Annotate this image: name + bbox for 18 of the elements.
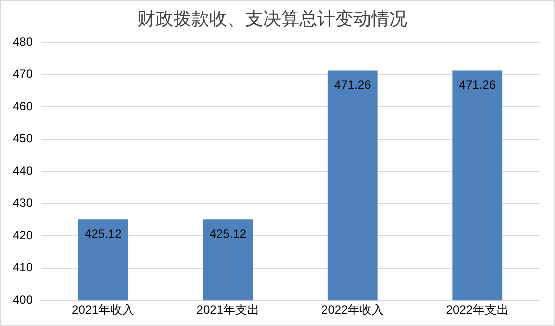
data-label: 425.12 — [210, 226, 247, 241]
x-tick-label: 2021年收入 — [72, 303, 135, 318]
chart-title: 财政拨款收、支决算总计变动情况 — [138, 8, 408, 29]
y-tick-label: 410 — [12, 260, 34, 275]
y-tick-label: 470 — [12, 67, 34, 82]
y-tick-label: 430 — [12, 196, 34, 210]
y-tick-label: 450 — [12, 132, 34, 146]
data-label: 471.26 — [459, 78, 496, 92]
x-tick-label: 2022年收入 — [322, 303, 384, 318]
data-label: 471.26 — [334, 78, 372, 92]
y-tick-label: 480 — [12, 34, 34, 49]
y-tick-label: 400 — [12, 292, 34, 307]
y-tick-label: 420 — [12, 228, 34, 242]
data-label: 425.12 — [85, 226, 122, 241]
y-tick-label: 440 — [12, 164, 34, 178]
x-tick-label: 2021年支出 — [196, 303, 260, 318]
y-tick-label: 460 — [12, 99, 34, 114]
x-tick-label: 2022年支出 — [446, 303, 509, 318]
